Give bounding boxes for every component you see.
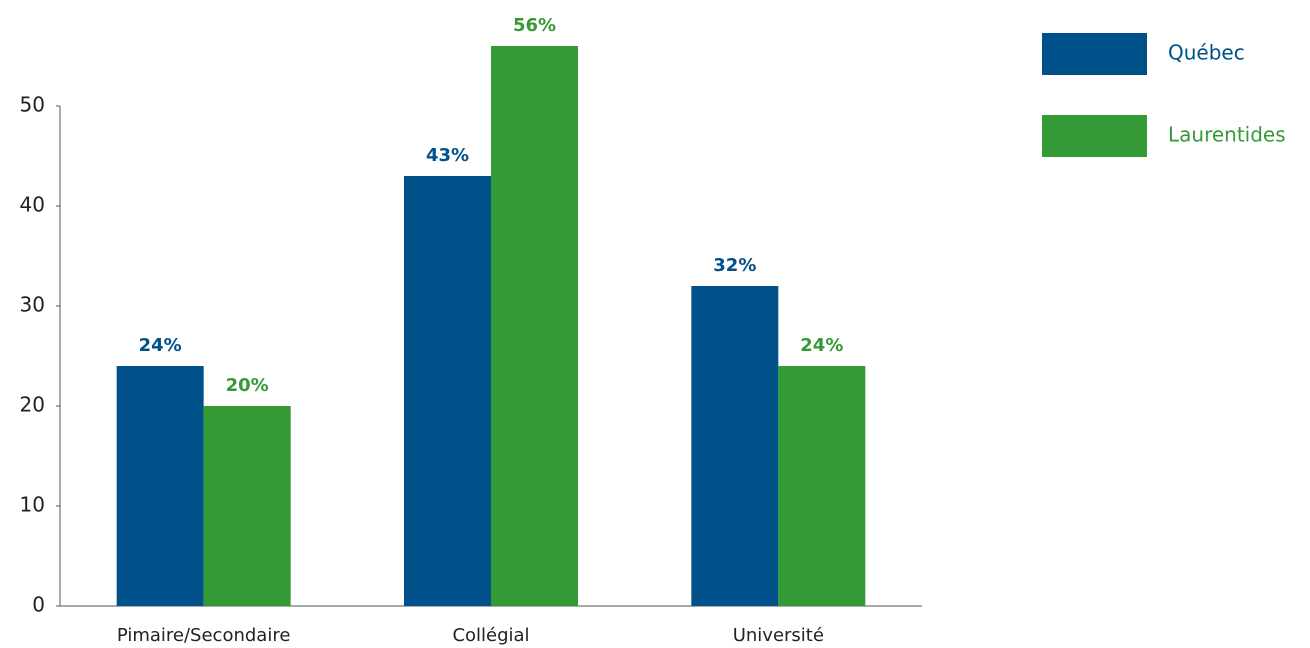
y-tick-label: 10 — [20, 493, 45, 517]
bar — [778, 366, 866, 606]
value-label: 24% — [139, 335, 182, 356]
x-tick-label: Pimaire/Secondaire — [117, 625, 291, 646]
legend-swatch — [1042, 115, 1147, 157]
y-tick-label: 0 — [32, 593, 45, 617]
x-tick-label: Collégial — [452, 625, 529, 646]
value-label: 56% — [513, 15, 556, 36]
bar — [203, 406, 291, 606]
bar — [491, 46, 578, 606]
value-label: 24% — [800, 335, 843, 356]
y-tick-label: 50 — [20, 93, 45, 117]
legend-swatch — [1042, 33, 1147, 75]
value-label: 20% — [226, 375, 269, 396]
x-tick-label: Université — [733, 625, 824, 646]
bar — [116, 366, 204, 606]
y-tick-label: 30 — [20, 293, 45, 317]
bar — [691, 286, 779, 606]
legend-label: Québec — [1168, 41, 1245, 65]
legend-label: Laurentides — [1168, 123, 1286, 147]
bar — [404, 176, 491, 606]
value-label: 32% — [713, 255, 756, 276]
y-tick-label: 40 — [20, 193, 45, 217]
value-label: 43% — [426, 145, 469, 166]
y-tick-label: 20 — [20, 393, 45, 417]
